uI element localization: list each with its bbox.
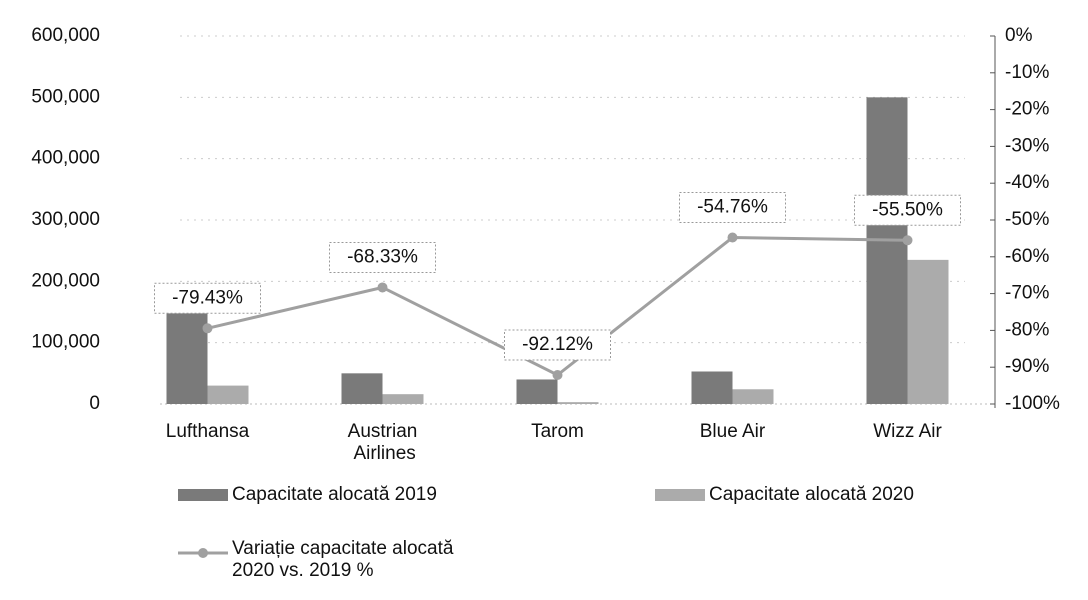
data-label: -92.12%: [522, 334, 593, 355]
data-label-box: [854, 194, 961, 226]
data-label-box: [504, 329, 611, 361]
data-label: -79.43%: [172, 287, 243, 308]
y2-tick-label: -80%: [1005, 319, 1049, 340]
data-label-box: [679, 192, 786, 224]
y-tick-label: 400,000: [31, 148, 100, 169]
x-tick-label: Tarom: [531, 421, 584, 442]
y2-tick-label: -100%: [1005, 393, 1060, 414]
y-tick-label: 300,000: [31, 209, 100, 230]
bar: [907, 259, 949, 404]
y2-tick-label: -60%: [1005, 246, 1049, 267]
y2-tick-label: -20%: [1005, 99, 1049, 120]
x-tick-label: Lufthansa: [166, 421, 250, 442]
data-label: -54.76%: [697, 197, 768, 218]
bar: [732, 389, 774, 404]
line-marker: [377, 282, 388, 293]
y2-tick-label: -30%: [1005, 135, 1049, 156]
bar: [382, 394, 424, 404]
legend-swatch: [655, 489, 705, 501]
legend-label: Capacitate alocată 2019: [232, 484, 437, 505]
legend-swatch: [178, 489, 228, 501]
legend-item: Capacitate alocată 2019: [178, 484, 437, 506]
bar: [691, 371, 733, 404]
y2-tick-label: -10%: [1005, 62, 1049, 83]
legend-swatch: [178, 543, 228, 558]
bar: [516, 379, 558, 404]
y2-tick-label: -50%: [1005, 209, 1049, 230]
x-tick-label: Wizz Air: [873, 421, 942, 442]
line-marker: [902, 235, 913, 246]
legend-item: Variație capacitate alocată 2020 vs. 201…: [178, 538, 492, 582]
y-tick-label: 200,000: [31, 270, 100, 291]
bar: [866, 97, 908, 404]
bar: [341, 373, 383, 404]
legend-label: Variație capacitate alocată 2020 vs. 201…: [232, 538, 454, 581]
y-tick-label: 0: [89, 393, 100, 414]
y-tick-label: 100,000: [31, 332, 100, 353]
data-label: -68.33%: [347, 246, 418, 267]
data-label-box: [154, 282, 261, 314]
line-marker: [202, 323, 213, 334]
y-tick-label: 600,000: [31, 25, 100, 46]
data-label-box: [329, 241, 436, 273]
y2-tick-label: -90%: [1005, 356, 1049, 377]
y-tick-label: 500,000: [31, 86, 100, 107]
legend-label: Capacitate alocată 2020: [709, 484, 914, 505]
x-tick-label: Blue Air: [700, 421, 766, 442]
data-label: -55.50%: [872, 199, 943, 220]
bar: [207, 385, 249, 404]
x-tick-label: Austrian Airlines: [348, 421, 418, 464]
y2-tick-label: -40%: [1005, 172, 1049, 193]
legend-item: Capacitate alocată 2020: [655, 484, 914, 506]
y2-tick-label: -70%: [1005, 283, 1049, 304]
line-marker: [552, 370, 563, 381]
chart: 0 100,000 200,000 300,000 400,000 500,000 600,…: [31, 25, 1060, 464]
line-marker: [727, 232, 738, 243]
y2-tick-label: 0%: [1005, 25, 1033, 46]
bar: [557, 402, 599, 404]
bar: [166, 313, 208, 404]
